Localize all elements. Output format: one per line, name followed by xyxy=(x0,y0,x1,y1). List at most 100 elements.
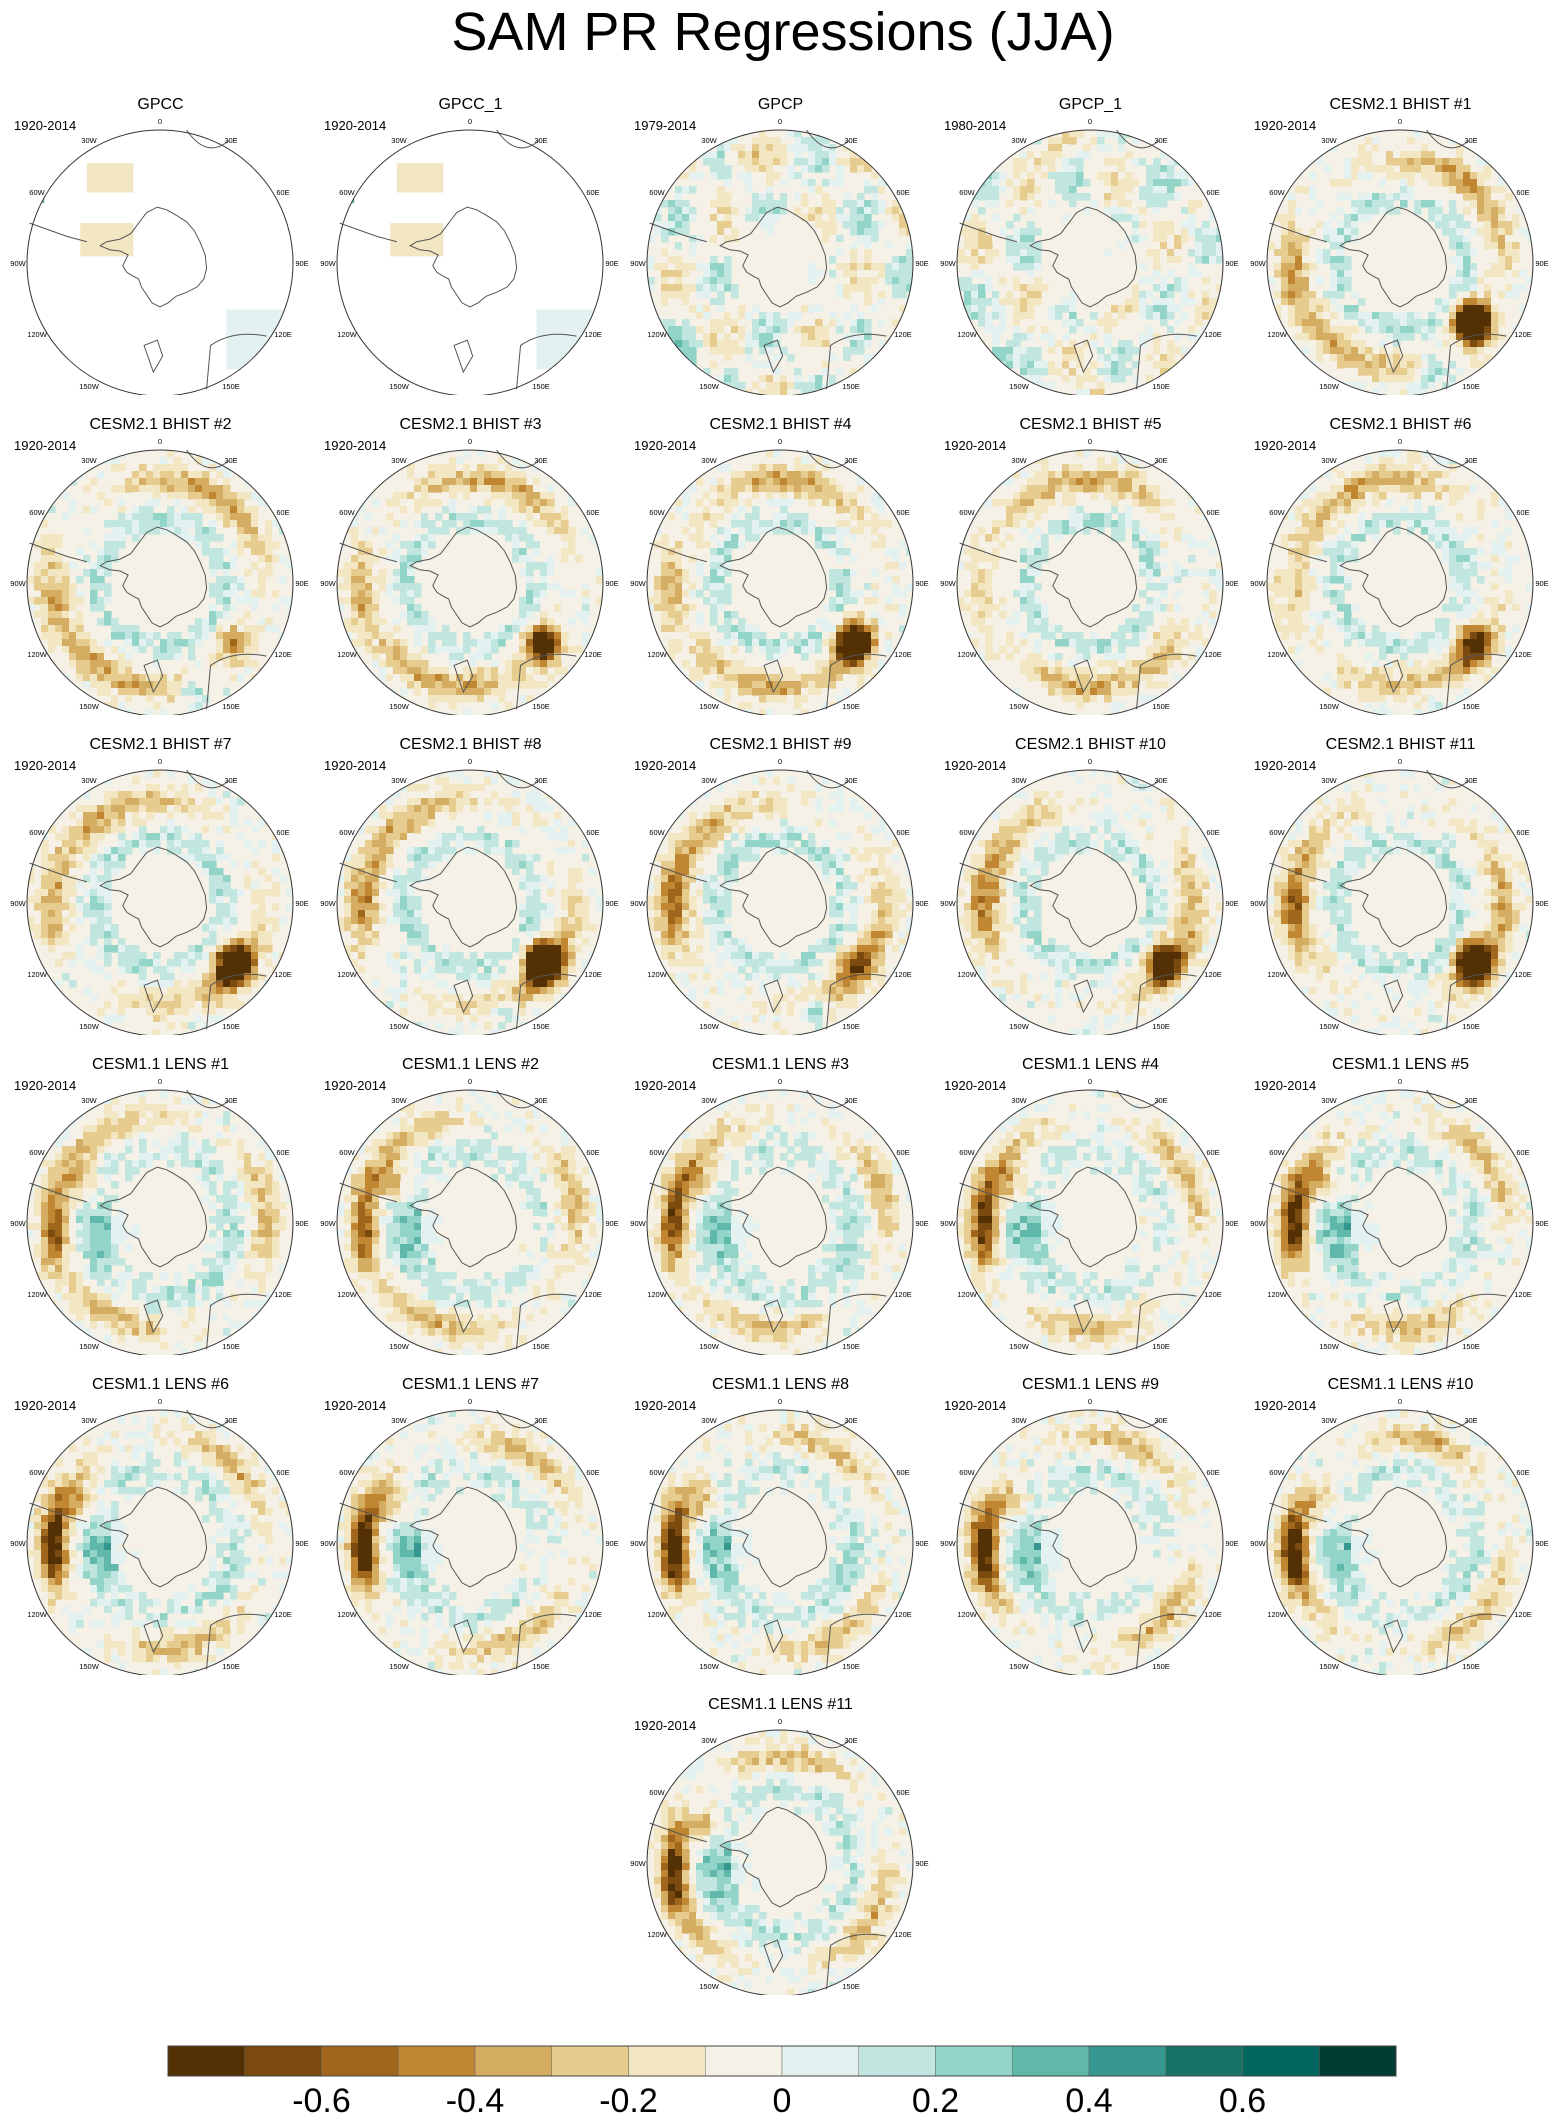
panel-title: CESM1.1 LENS #7 xyxy=(402,1376,539,1393)
polar-map: 030E60E90E120E150E180150W120W90W60W30W xyxy=(1250,1397,1549,1675)
lon-label: 90E xyxy=(1535,259,1548,268)
lon-label: 120W xyxy=(647,1610,668,1619)
lon-label: 120W xyxy=(337,650,358,659)
field-layer xyxy=(957,130,1223,395)
lon-label: 60E xyxy=(1516,188,1529,197)
lon-label: 120E xyxy=(894,970,912,979)
lon-label: 30W xyxy=(81,1416,97,1425)
panel-period: 1920-2014 xyxy=(14,1078,77,1093)
field-layer xyxy=(337,450,603,715)
lon-label: 150E xyxy=(842,1982,860,1991)
map-panel: CESM1.1 LENS #6 1920-2014 0 30E 60E 90E 120E 15… xyxy=(5,1375,316,1675)
lon-label: 150W xyxy=(79,1662,100,1671)
polar-map: 030E60E90E120E150E180150W120W90W60W30W xyxy=(940,437,1239,715)
lon-label: 150E xyxy=(1462,382,1480,391)
lon-label: 30W xyxy=(391,1096,407,1105)
field-layer xyxy=(647,1730,913,1995)
map-panel: CESM2.1 BHIST #10 1920-2014 0 30E 60E 90E 120E… xyxy=(935,735,1246,1035)
lon-label: 90W xyxy=(630,1219,646,1228)
panel-title: GPCP_1 xyxy=(1058,96,1123,113)
map-panel: CESM2.1 BHIST #8 1920-2014 0 30E 60E 90E 120E 1… xyxy=(315,735,626,1035)
lon-label: 30E xyxy=(1464,456,1477,465)
lon-label: 30E xyxy=(534,1096,547,1105)
field-layer xyxy=(27,1410,293,1675)
lon-label: 30E xyxy=(844,136,857,145)
map-panel: GPCP_11980-2014030E60E90E120E150E180150W… xyxy=(935,95,1246,395)
lon-label: 30W xyxy=(81,136,97,145)
lon-label: 0 xyxy=(468,757,472,766)
panel-period: 1980-2014 xyxy=(944,118,1007,133)
coastline-layer xyxy=(959,449,1197,710)
map-border xyxy=(336,1409,604,1675)
field-layer xyxy=(27,1090,293,1355)
lon-label: 60W xyxy=(959,828,975,837)
lon-label: 150E xyxy=(1462,1342,1480,1351)
coastline-layer xyxy=(1269,1089,1507,1350)
lon-label: 120E xyxy=(894,650,912,659)
lon-label: 120W xyxy=(957,1290,978,1299)
lon-label: 60E xyxy=(896,828,909,837)
lon-label: 60W xyxy=(1269,828,1285,837)
panel-title: CESM1.1 LENS #9 xyxy=(1022,1376,1159,1393)
coastline-layer xyxy=(339,449,577,710)
panel-title: CESM1.1 LENS #10 xyxy=(1327,1376,1474,1393)
lon-label: 0 xyxy=(778,1077,782,1086)
panel-title: CESM2.1 BHIST #10 xyxy=(1015,736,1166,753)
coastline-layer xyxy=(649,129,887,390)
polar-map: 030E60E90E120E150E180150W120W90W60W30W xyxy=(630,1397,929,1675)
lon-label: 0 xyxy=(1398,1077,1402,1086)
lon-label: 150W xyxy=(699,702,720,711)
panel-title: CESM1.1 LENS #11 xyxy=(708,1696,853,1713)
panel-period: 1920-2014 xyxy=(634,1718,697,1733)
map-border xyxy=(956,129,1224,395)
lon-label: 30W xyxy=(1321,456,1337,465)
lon-label: 120E xyxy=(1204,1610,1222,1619)
lon-label: 150E xyxy=(1462,1662,1480,1671)
map-border xyxy=(26,449,294,715)
lon-label: 150W xyxy=(1319,1342,1340,1351)
polar-map: 030E60E90E120E150E180150W120W90W60W30W xyxy=(940,1077,1239,1355)
lon-label: 120W xyxy=(957,1610,978,1619)
panel-period: 1920-2014 xyxy=(634,438,697,453)
lon-label: 120W xyxy=(27,1290,48,1299)
lon-label: 120W xyxy=(647,1290,668,1299)
lon-label: 120E xyxy=(584,1610,602,1619)
map-border xyxy=(336,1089,604,1355)
panel-period: 1920-2014 xyxy=(324,438,387,453)
lon-label: 120W xyxy=(647,970,668,979)
lon-label: 120W xyxy=(337,970,358,979)
panel-period: 1920-2014 xyxy=(944,758,1007,773)
lon-label: 90W xyxy=(940,899,956,908)
coastline-layer xyxy=(959,1089,1197,1350)
panel-title: GPCC xyxy=(137,96,184,113)
map-panel: CESM2.1 BHIST #11 1920-2014 0 30E 60E 90E 120E… xyxy=(1245,735,1556,1035)
lon-label: 60W xyxy=(959,188,975,197)
lon-label: 30W xyxy=(1011,136,1027,145)
lon-label: 120E xyxy=(1204,970,1222,979)
lon-label: 150W xyxy=(1319,702,1340,711)
polar-map: 030E60E90E120E150E180150W120W90W60W30W xyxy=(10,1077,309,1355)
polar-map: 030E60E90E120E150E180150W120W90W60W30W xyxy=(1250,757,1549,1035)
coastline-layer xyxy=(339,1089,577,1350)
polar-map: 030E60E90E120E150E180150W120W90W60W30W xyxy=(630,437,929,715)
lon-label: 90W xyxy=(320,1539,336,1548)
lon-label: 30W xyxy=(1321,1416,1337,1425)
map-panel: CESM2.1 BHIST #9 1920-2014 0 30E 60E 90E 120E 1… xyxy=(625,735,936,1035)
lon-label: 90W xyxy=(940,1219,956,1228)
lon-label: 60W xyxy=(1269,188,1285,197)
coastline-layer xyxy=(29,1409,267,1670)
map-border xyxy=(646,449,914,715)
lon-label: 120E xyxy=(1514,650,1532,659)
polar-map: 030E60E90E120E150E180150W120W90W60W30W xyxy=(10,757,309,1035)
panel-period: 1920-2014 xyxy=(14,758,77,773)
lon-label: 30W xyxy=(701,136,717,145)
field-layer xyxy=(337,1090,603,1355)
map-border xyxy=(1266,129,1534,395)
lon-label: 150E xyxy=(222,1022,240,1031)
panel-period: 1920-2014 xyxy=(14,118,77,133)
polar-map: 030E60E90E120E150E180150W120W90W60W30W xyxy=(10,1397,309,1675)
lon-label: 30E xyxy=(844,776,857,785)
map-panel: CESM2.1 BHIST #4 1920-2014 0 30E 60E 90E 120E 1… xyxy=(625,415,936,715)
field-layer xyxy=(647,1090,913,1355)
lon-label: 60W xyxy=(339,1468,355,1477)
